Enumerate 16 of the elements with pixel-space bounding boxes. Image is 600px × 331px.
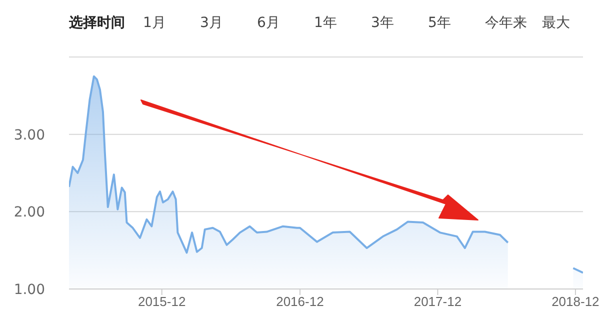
text: 最大 [542,14,571,32]
text: 选择时间 [69,14,125,32]
y-tick-label: 1.00 [14,282,45,298]
text: 3月 [200,14,224,32]
text: 1月 [143,14,167,32]
x-tick-label: 2016-12 [276,294,324,310]
text: 3年 [371,14,395,32]
text: 6月 [257,14,281,32]
x-tick-label: 2015-12 [138,294,186,310]
x-tick-label: 2018-12 [552,294,600,310]
x-tick-label: 2017-12 [414,294,462,310]
text: 5年 [428,14,452,32]
text: 今年来 [485,14,528,32]
text: 1年 [314,14,338,32]
y-tick-label: 2.00 [14,204,45,221]
y-tick-label: 3.00 [14,127,45,144]
